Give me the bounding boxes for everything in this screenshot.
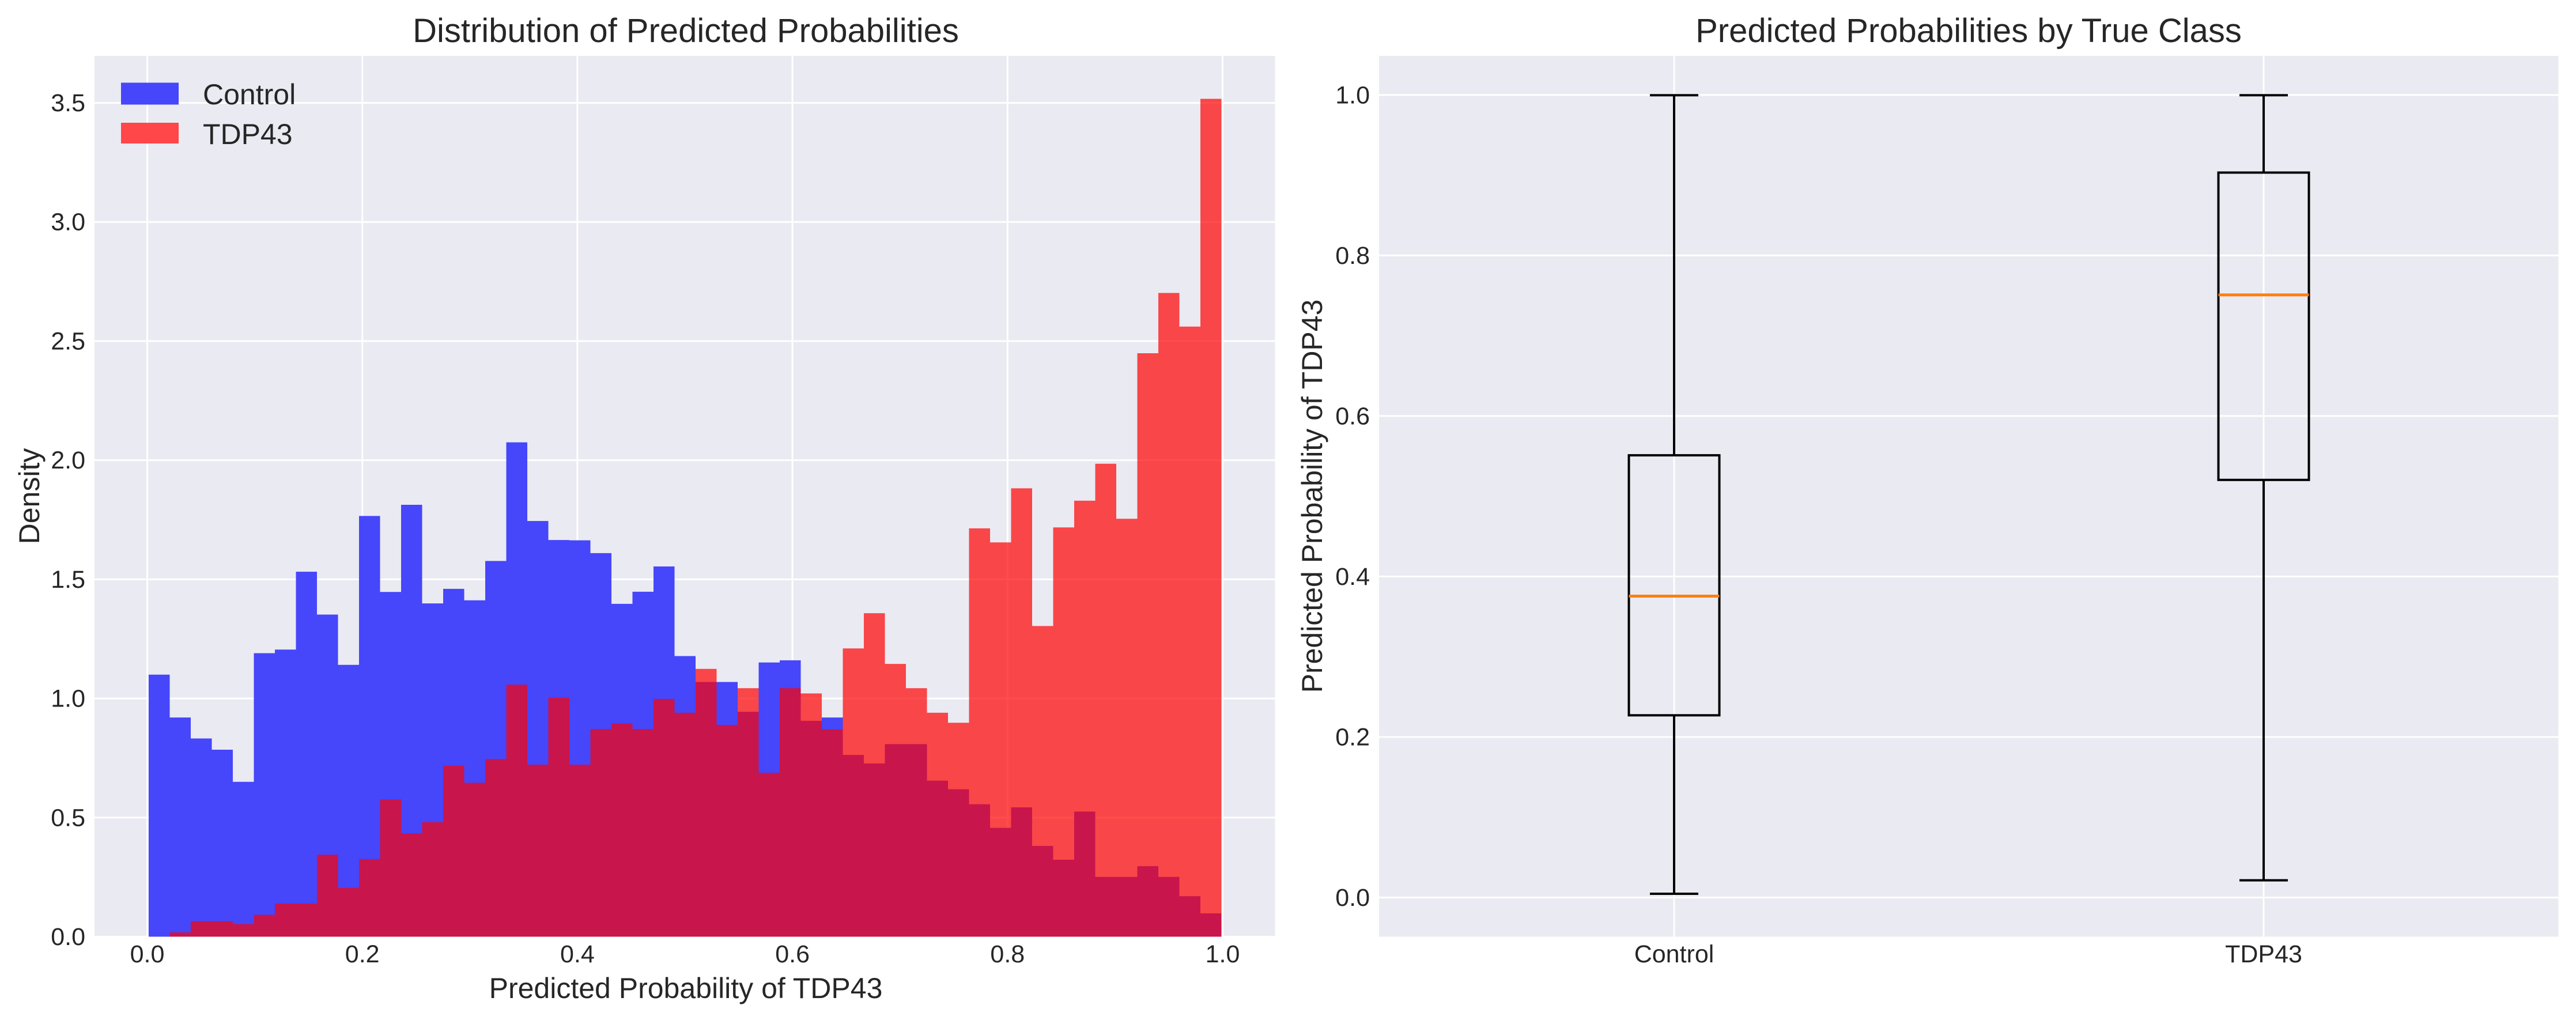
- svg-text:0.6: 0.6: [1335, 402, 1370, 430]
- svg-text:Density: Density: [13, 448, 46, 545]
- svg-text:0.0: 0.0: [130, 940, 165, 968]
- svg-text:0.8: 0.8: [1335, 242, 1370, 270]
- svg-text:1.0: 1.0: [1335, 81, 1370, 109]
- svg-text:3.5: 3.5: [51, 89, 85, 117]
- svg-text:0.2: 0.2: [1335, 724, 1370, 751]
- svg-text:0.0: 0.0: [1335, 884, 1370, 912]
- svg-text:0.8: 0.8: [990, 940, 1025, 968]
- svg-text:1.0: 1.0: [51, 685, 85, 713]
- svg-text:Control: Control: [1634, 940, 1714, 968]
- svg-text:Predicted Probability of TDP43: Predicted Probability of TDP43: [1296, 300, 1328, 693]
- svg-text:0.5: 0.5: [51, 804, 85, 832]
- svg-text:1.0: 1.0: [1206, 940, 1240, 968]
- svg-text:0.6: 0.6: [775, 940, 810, 968]
- svg-text:Predicted Probabilities by Tru: Predicted Probabilities by True Class: [1695, 12, 2242, 50]
- svg-text:0.2: 0.2: [345, 940, 380, 968]
- svg-text:TDP43: TDP43: [203, 118, 293, 150]
- svg-text:2.5: 2.5: [51, 327, 85, 355]
- svg-text:0.4: 0.4: [1335, 563, 1370, 591]
- svg-text:0.0: 0.0: [51, 923, 85, 951]
- svg-text:2.0: 2.0: [51, 447, 85, 474]
- svg-text:Predicted Probability of TDP43: Predicted Probability of TDP43: [489, 972, 883, 1004]
- svg-text:1.5: 1.5: [51, 566, 85, 594]
- svg-text:Distribution of Predicted Prob: Distribution of Predicted Probabilities: [413, 12, 959, 50]
- svg-text:TDP43: TDP43: [2225, 940, 2302, 968]
- svg-text:Control: Control: [203, 78, 296, 111]
- svg-text:3.0: 3.0: [51, 209, 85, 236]
- svg-text:0.4: 0.4: [560, 940, 595, 968]
